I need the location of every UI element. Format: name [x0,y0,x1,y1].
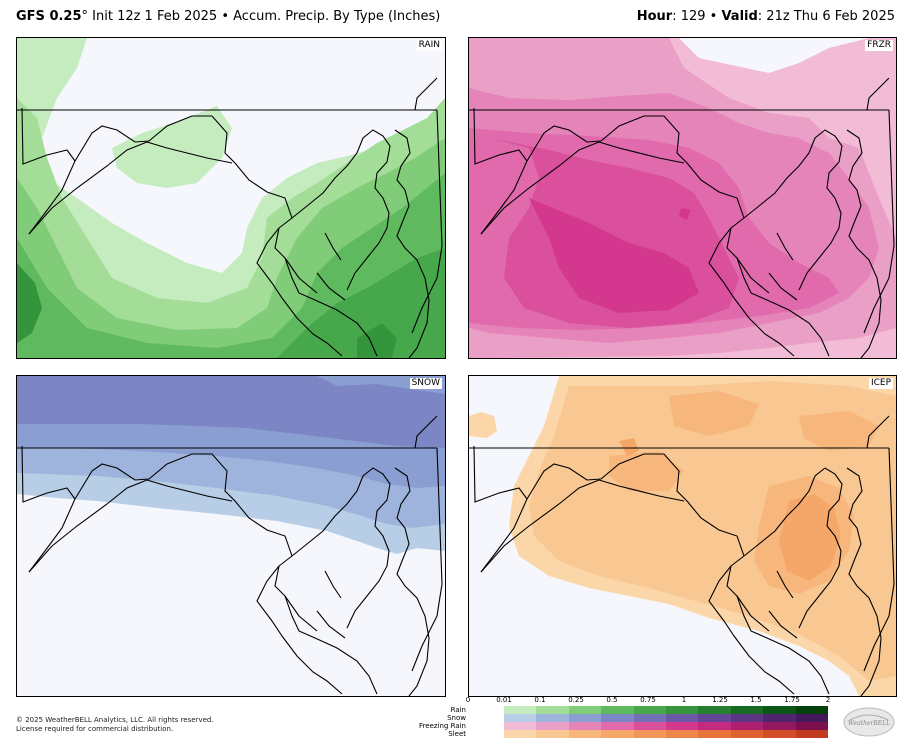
legend-swatch [536,722,569,730]
legend-swatch [601,722,634,730]
legend-swatch [795,722,829,730]
init-time: Init 12z 1 Feb 2025 [88,9,218,24]
legend-swatch [568,730,602,738]
copyright-line: © 2025 WeatherBELL Analytics, LLC. All r… [16,716,214,724]
tick-label: 2 [825,696,831,704]
legend-strip-icep [504,730,829,738]
legend-swatch [795,706,829,714]
map-title: GFS 0.25° Init 12z 1 Feb 2025 • Accum. P… [16,9,440,24]
legend-swatch [504,706,537,714]
legend-ticks: 0 0.01 0.1 0.25 0.5 0.75 1 1.25 1.5 1.75… [400,696,900,706]
legend-swatch [763,722,796,730]
legend-swatch [633,714,667,722]
panel-label-rain: RAIN [416,40,442,51]
tick-label: 0.01 [496,696,512,704]
legend-swatch [536,706,569,714]
tick-label: 1.25 [712,696,728,704]
model-name: GFS 0.25 [16,9,82,24]
legend-swatch [666,722,699,730]
tick-label: 0.5 [606,696,618,704]
legend-swatch [730,706,764,714]
legend-swatch [633,722,667,730]
title-separator: • [217,9,234,24]
panel-frzr: FRZR [468,37,897,359]
legend-swatch [698,730,731,738]
legend-swatch [666,730,699,738]
panel-snow: SNOW [16,375,446,697]
snow-map [17,376,445,696]
legend-swatch [504,722,537,730]
legend-swatch [666,714,699,722]
legend-swatch [763,706,796,714]
legend-swatch [536,730,569,738]
tick-label: 0.1 [534,696,546,704]
valid-separator: • [705,9,722,24]
license-line: License required for commercial distribu… [16,725,174,733]
tick-label: 1 [681,696,687,704]
rain-map [17,38,445,358]
legend-swatch [568,714,602,722]
product-name: Accum. Precip. By Type (Inches) [233,9,441,24]
legend-swatch [730,714,764,722]
legend-swatch [568,722,602,730]
legend-swatch [504,730,537,738]
legend-swatch [601,730,634,738]
legend-swatch [730,730,764,738]
legend-swatch [568,706,602,714]
tick-label: 0.25 [568,696,584,704]
legend-swatch [601,706,634,714]
hour-label: Hour [636,9,673,24]
panel-label-icep: ICEP [868,378,893,389]
legend-swatch [730,722,764,730]
legend-swatch [633,730,667,738]
legend-row-label-rain: Rain [450,706,466,714]
tick-label: 0 [465,696,471,704]
icep-map [469,376,896,696]
legend-swatch [698,706,731,714]
tick-label: 0.75 [640,696,656,704]
valid-value: : 21z Thu 6 Feb 2025 [757,9,895,24]
tick-label: 1.75 [784,696,800,704]
legend-row-label-sleet: Sleet [448,730,466,738]
legend-swatch [504,714,537,722]
panel-label-snow: SNOW [409,378,442,389]
svg-text:WeatherBELL: WeatherBELL [848,720,890,727]
legend-swatch [536,714,569,722]
legend-swatch [666,706,699,714]
legend-swatch [795,714,829,722]
hour-value: : 129 [672,9,706,24]
degree-symbol: ° [81,9,89,24]
legend-strip-frzr [504,722,829,730]
panel-icep: ICEP [468,375,897,697]
legend-strip-rain [504,706,829,714]
valid-label: Valid [721,9,758,24]
legend-strip-snow [504,714,829,722]
legend-row-label-snow: Snow [447,714,466,722]
copyright-notice: © 2025 WeatherBELL Analytics, LLC. All r… [16,716,214,734]
valid-time: Hour: 129 • Valid: 21z Thu 6 Feb 2025 [637,9,895,24]
frzr-map [469,38,896,358]
weatherbell-logo: WeatherBELL [843,707,895,737]
legend-swatch [698,722,731,730]
legend-swatch [698,714,731,722]
legend-row-label-frzr: Freezing Rain [419,722,466,730]
legend-swatch [795,730,829,738]
legend-swatch [763,714,796,722]
legend-swatch [601,714,634,722]
legend-swatch [633,706,667,714]
panel-rain: RAIN [16,37,446,359]
panel-label-frzr: FRZR [865,40,893,51]
legend-swatch [763,730,796,738]
tick-label: 1.5 [750,696,762,704]
